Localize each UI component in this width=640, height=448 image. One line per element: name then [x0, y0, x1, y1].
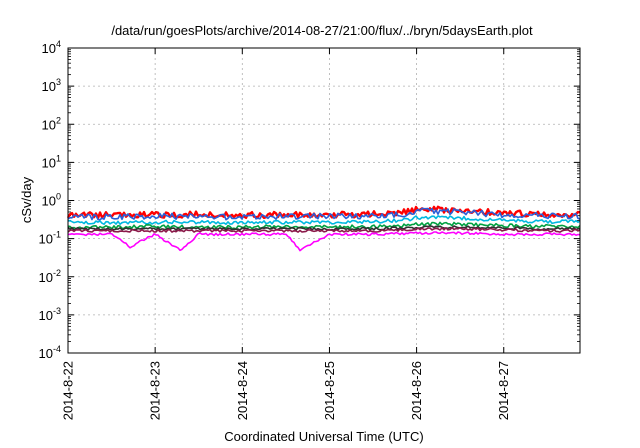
chart-title: /data/run/goesPlots/archive/2014-08-27/2…	[111, 23, 533, 38]
y-tick-label: 104	[42, 39, 61, 56]
series-line	[67, 225, 580, 231]
x-tick-labels: 2014-8-22 2014-8-23 2014-8-24 2014-8-25 2014…	[61, 361, 512, 420]
series-line	[67, 226, 581, 233]
series-line	[67, 207, 581, 221]
plot-frame	[67, 47, 581, 354]
y-tick-label: 10-1	[39, 230, 61, 247]
series-line	[68, 231, 581, 252]
series-line	[67, 215, 581, 225]
series-line	[67, 221, 581, 230]
x-tick-label: 2014-8-23	[148, 361, 163, 420]
y-tick-label: 10-2	[39, 268, 61, 285]
y-tick-label: 103	[42, 77, 61, 94]
y-tick-label: 10-3	[39, 306, 61, 323]
x-tick-label: 2014-8-26	[409, 361, 424, 420]
y-tick-labels: 10-4 10-3 10-2 10-1 100 101 102 103 104	[39, 39, 61, 361]
x-axis-label: Coordinated Universal Time (UTC)	[224, 429, 423, 444]
y-tick-label: 102	[42, 115, 61, 132]
series-group	[66, 205, 581, 252]
y-tick-label: 10-4	[39, 344, 61, 361]
x-tick-label: 2014-8-22	[61, 361, 76, 420]
x-tick-label: 2014-8-24	[235, 361, 250, 420]
x-tick-label: 2014-8-25	[322, 361, 337, 420]
y-tick-label: 101	[42, 153, 61, 170]
grid	[67, 47, 580, 354]
x-tick-label: 2014-8-27	[496, 361, 511, 420]
y-axis-label: cSv/day	[19, 176, 34, 223]
y-tick-label: 100	[42, 192, 61, 209]
